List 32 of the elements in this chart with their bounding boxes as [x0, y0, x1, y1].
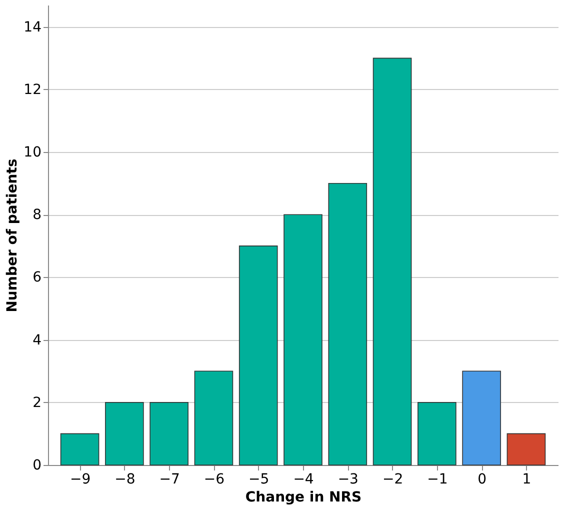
bar — [328, 182, 368, 466]
bar — [284, 214, 322, 466]
x-tick-label: 0 — [478, 472, 487, 488]
bar — [506, 433, 546, 466]
x-tick-label: 1 — [522, 472, 532, 488]
y-tick-label: 4 — [32, 332, 42, 348]
bar — [105, 402, 144, 466]
y-tick-label: 14 — [24, 19, 42, 36]
bar — [372, 58, 412, 466]
y-tick-label: 8 — [32, 207, 42, 224]
y-tick-label: 6 — [32, 270, 42, 286]
x-tick-label: −2 — [382, 472, 404, 488]
x-tick-label: −8 — [114, 472, 136, 488]
bar — [150, 402, 188, 466]
x-tick-label: −1 — [427, 472, 448, 488]
x-tick-label: −3 — [338, 472, 358, 488]
x-axis-title: Change in NRS — [245, 490, 362, 506]
bar — [194, 370, 234, 466]
x-tick-label: −6 — [204, 472, 225, 488]
y-tick-label: 2 — [32, 394, 42, 411]
bar — [462, 370, 501, 466]
y-tick-label: 0 — [32, 458, 42, 474]
x-tick-label: −5 — [248, 472, 270, 488]
y-tick-label: 10 — [24, 144, 42, 161]
y-tick-label: 12 — [24, 82, 42, 98]
x-tick-label: −9 — [70, 472, 91, 488]
y-axis-title: Number of patients — [4, 158, 21, 312]
bar — [238, 246, 278, 466]
bar — [418, 402, 456, 466]
bar — [60, 433, 100, 466]
x-tick-label: −4 — [293, 472, 314, 488]
x-tick-label: −7 — [159, 472, 180, 488]
